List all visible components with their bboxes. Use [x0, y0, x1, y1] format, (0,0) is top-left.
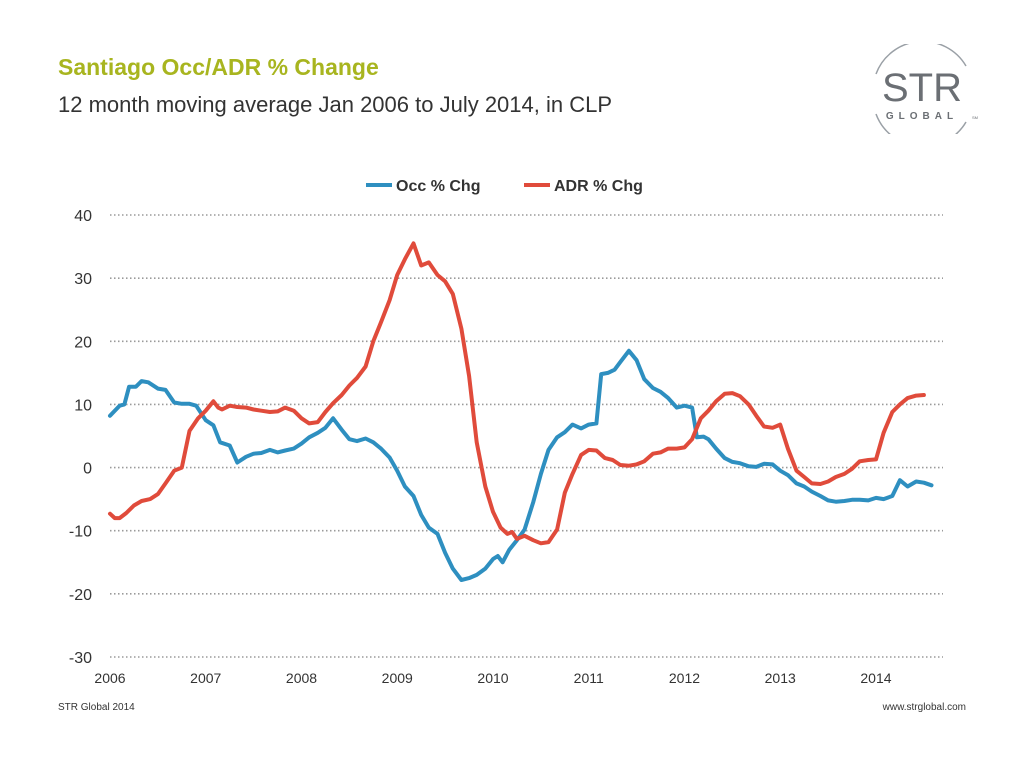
x-tick-label: 2013: [765, 670, 796, 686]
x-tick-label: 2014: [860, 670, 891, 686]
x-tick-label: 2007: [190, 670, 221, 686]
logo-main-text: STR: [882, 66, 962, 110]
series-lines: [108, 241, 934, 582]
y-tick-label: -20: [69, 587, 92, 604]
x-tick-label: 2009: [382, 670, 413, 686]
y-tick-label: 40: [74, 208, 92, 225]
footer-url: www.strglobal.com: [882, 702, 966, 713]
y-tick-label: 10: [74, 397, 92, 414]
footer-source: STR Global 2014: [58, 702, 135, 713]
y-tick-label: 30: [74, 271, 92, 288]
y-tick-label: 20: [74, 334, 92, 351]
x-tick-label: 2012: [669, 670, 700, 686]
occ-series-line: [108, 348, 934, 582]
x-tick-label: 2010: [477, 670, 508, 686]
legend: Occ % Chg ADR % Chg: [366, 178, 643, 195]
chart-title: Santiago Occ/ADR % Change: [58, 54, 379, 80]
x-tick-label: 2006: [94, 670, 125, 686]
logo-sub-text: GLOBAL: [886, 111, 958, 122]
gridlines: [110, 214, 943, 658]
legend-adr-label: ADR % Chg: [554, 178, 643, 195]
chart-subtitle: 12 month moving average Jan 2006 to July…: [58, 92, 613, 117]
legend-occ-label: Occ % Chg: [396, 178, 480, 195]
adr-series-line: [108, 241, 926, 546]
y-axis-ticks: 40 30 20 10 0 -10 -20 -30: [69, 208, 92, 667]
x-axis-ticks: 2006 2007 2008 2009 2010 2011 2012 2013 2014: [94, 670, 891, 686]
logo-mark-text: SM: [972, 115, 978, 120]
x-tick-label: 2008: [286, 670, 317, 686]
y-tick-label: -10: [69, 524, 92, 541]
y-tick-label: -30: [69, 650, 92, 667]
str-global-logo: STR GLOBAL SM: [875, 44, 978, 134]
x-tick-label: 2011: [574, 670, 604, 686]
y-tick-label: 0: [83, 461, 92, 478]
